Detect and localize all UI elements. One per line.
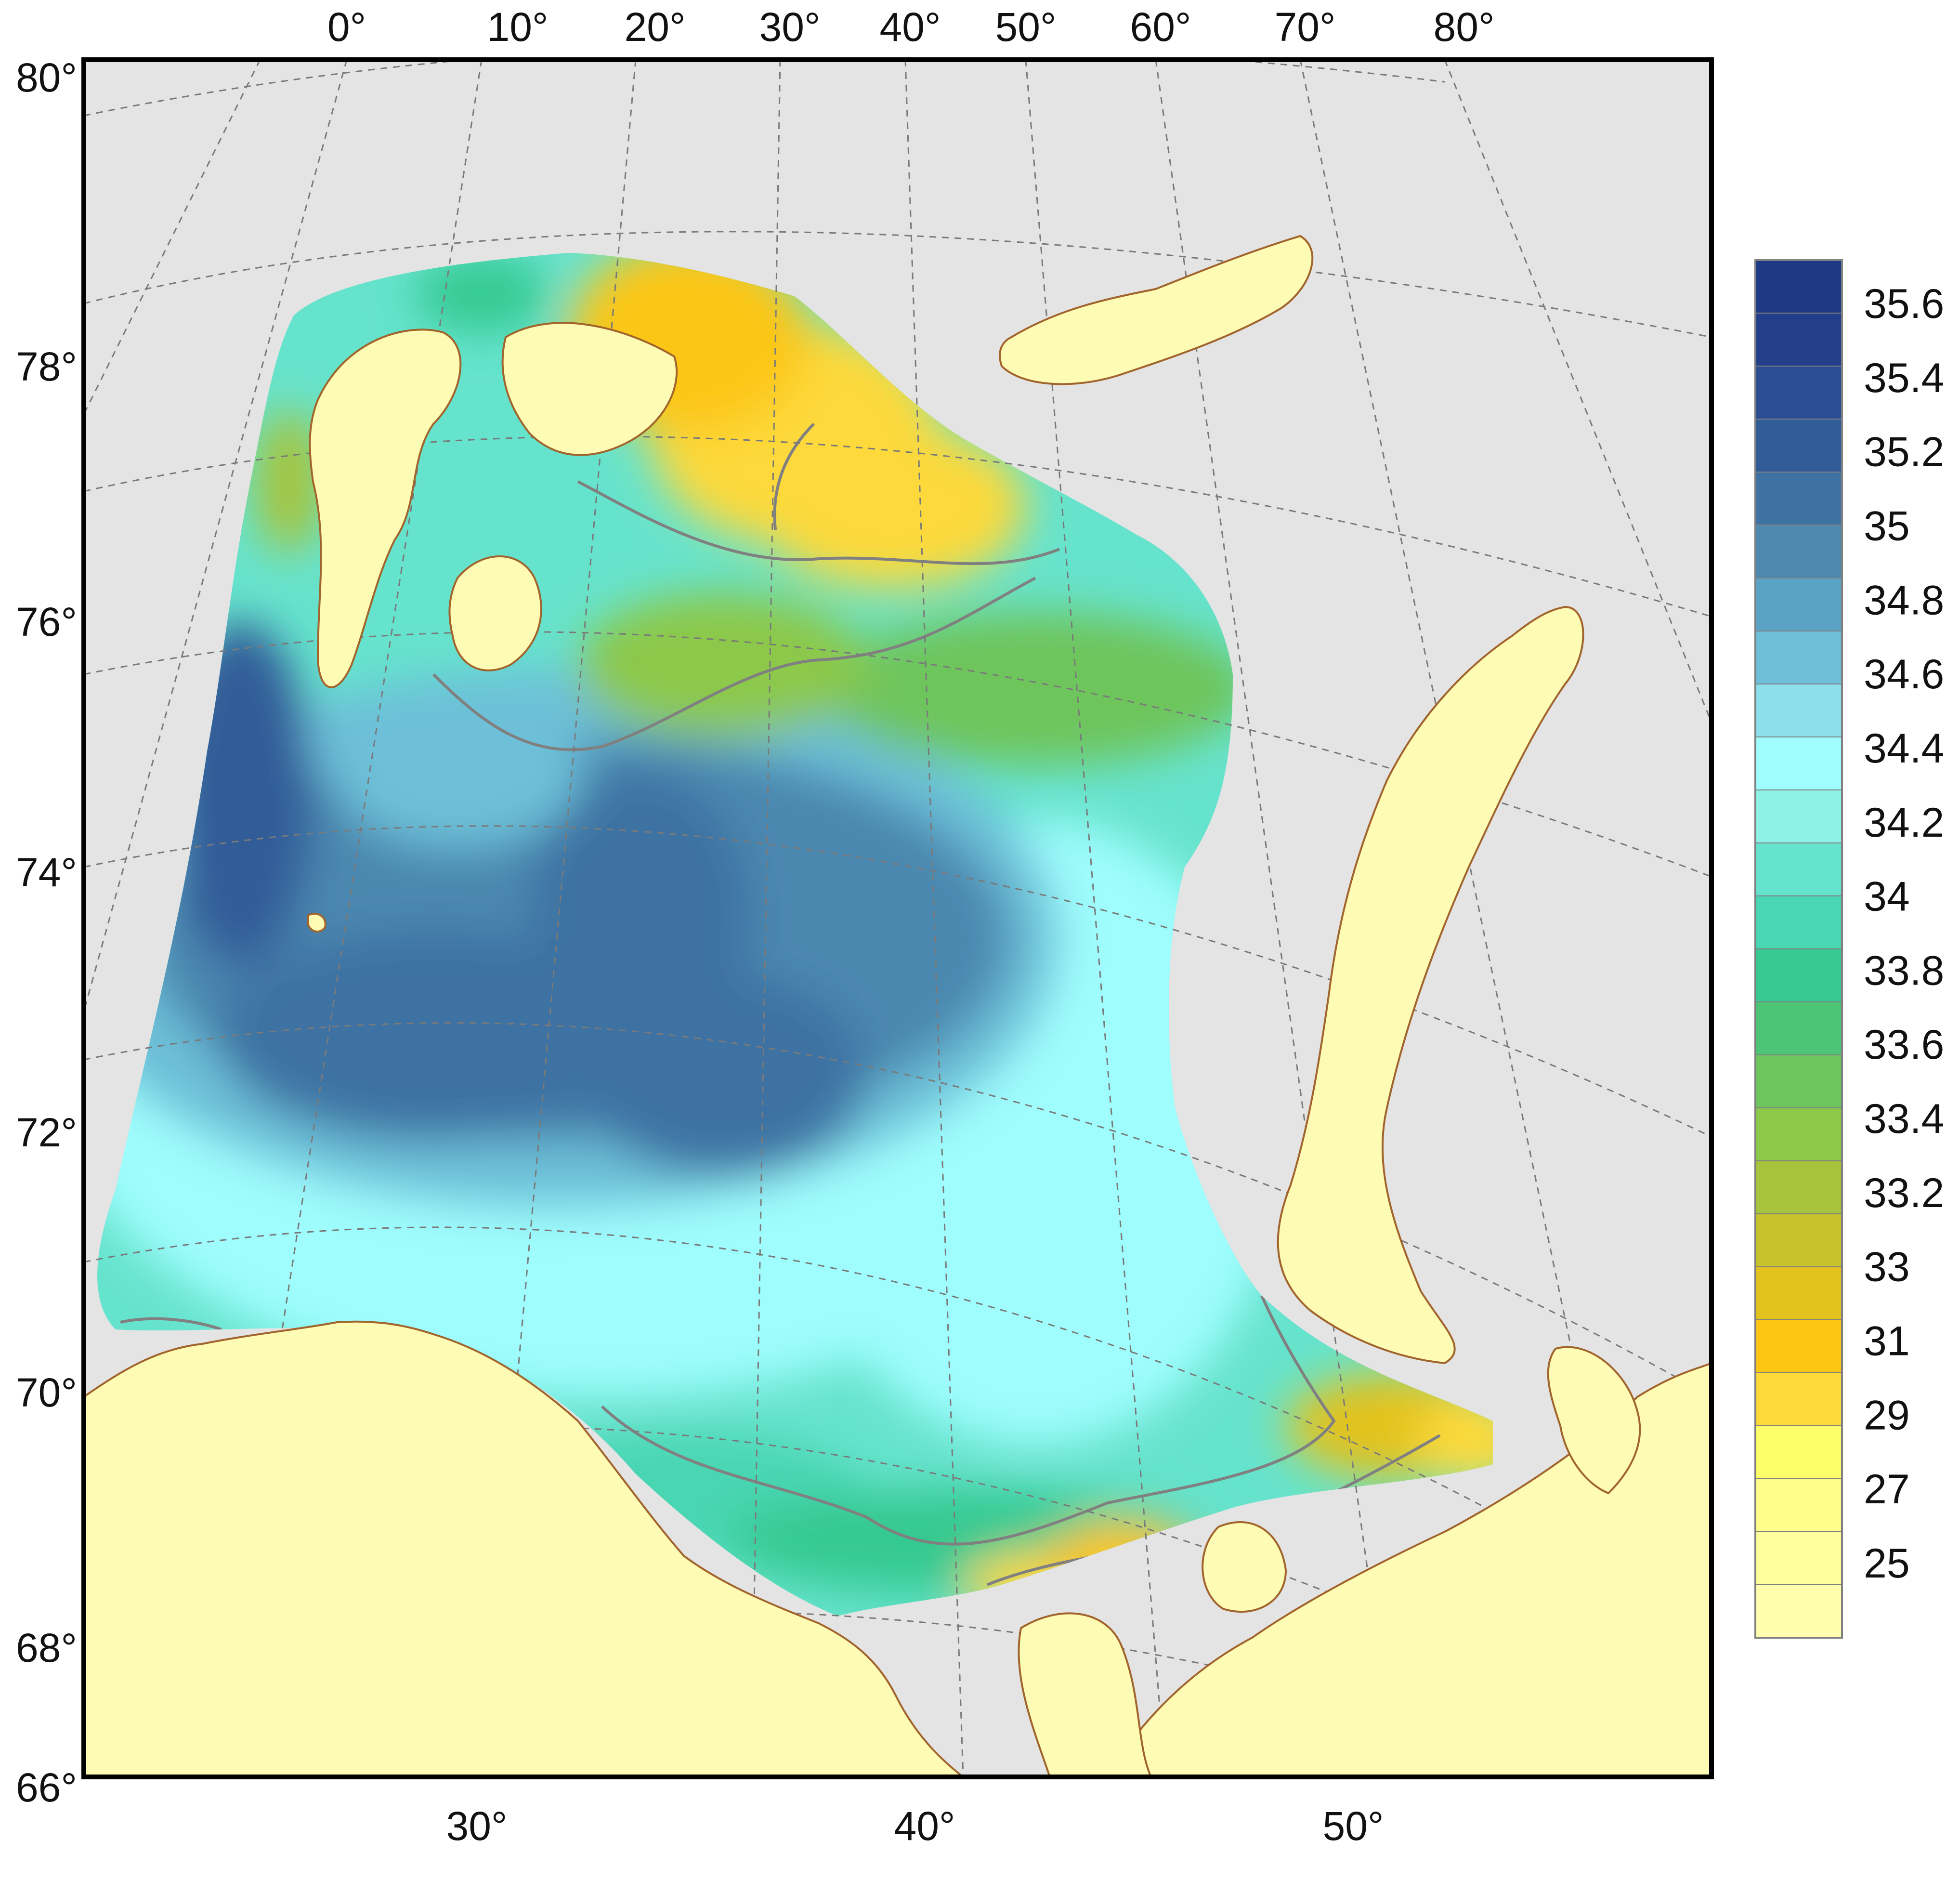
legend-swatch	[1755, 1584, 1842, 1639]
legend-label: 35	[1864, 503, 1910, 550]
svalbard-northeast-land	[501, 322, 678, 456]
legend-swatch	[1755, 1319, 1842, 1374]
legend-swatch	[1755, 789, 1842, 844]
legend-label: 34.6	[1864, 651, 1944, 697]
legend-frame	[1754, 259, 1843, 1639]
land-masses	[84, 235, 1712, 1777]
legend-label: 34	[1864, 874, 1910, 920]
lon-label-bottom-2: 50°	[1322, 1803, 1384, 1849]
legend-label: 25	[1864, 1540, 1910, 1587]
legend-labels: 35.6 35.4 35.2 35 34.8 34.6 34.4 34.2 34 33.8 33.6…	[1864, 281, 1944, 1587]
kolguev-island	[1202, 1521, 1287, 1613]
legend-swatch	[1755, 736, 1842, 791]
legend-swatch	[1755, 1372, 1842, 1427]
vaygach-yamal-coast	[1547, 1346, 1641, 1495]
legend-label: 33.8	[1864, 947, 1944, 994]
legend-label: 33.2	[1864, 1170, 1944, 1216]
legend-label: 33.6	[1864, 1022, 1944, 1068]
lat-label-1: 78°	[16, 344, 77, 389]
lon-label-top-5: 50°	[995, 4, 1056, 50]
legend-swatch	[1755, 472, 1842, 526]
legend-swatch	[1755, 260, 1842, 314]
legend-swatch	[1755, 1531, 1842, 1586]
bottom-longitude-labels: 30° 40° 50°	[446, 1803, 1384, 1849]
legend-label: 31	[1864, 1318, 1910, 1365]
legend-swatch	[1755, 895, 1842, 950]
kola-white-sea-peninsula	[1018, 1612, 1152, 1777]
legend-swatch	[1755, 684, 1842, 738]
legend-swatch	[1755, 1266, 1842, 1321]
legend-swatch	[1755, 419, 1842, 473]
bear-island	[307, 912, 327, 933]
lon-label-bottom-1: 40°	[894, 1803, 955, 1849]
legend-label: 27	[1864, 1466, 1910, 1512]
svalbard-west	[309, 329, 462, 688]
legend-swatch	[1755, 1107, 1842, 1162]
legend-label: 35.4	[1864, 355, 1944, 401]
legend-label: 34.4	[1864, 725, 1944, 772]
legend-label: 33.4	[1864, 1096, 1944, 1142]
legend-swatch	[1755, 631, 1842, 685]
lat-label-4: 72°	[16, 1110, 77, 1155]
legend-color-bar	[1755, 260, 1842, 1639]
lon-label-top-0: 0°	[327, 4, 366, 50]
legend-swatch	[1755, 1160, 1842, 1215]
legend-swatch	[1755, 1213, 1842, 1268]
novaya-zemlya	[1277, 605, 1584, 1365]
lat-label-6: 68°	[16, 1625, 77, 1670]
svalbard-barentsoya	[448, 555, 542, 671]
legend-label: 35.2	[1864, 429, 1944, 475]
legend-swatch	[1755, 1425, 1842, 1480]
latitude-labels: 80° 78° 76° 74° 72° 70° 68° 66°	[16, 55, 77, 1810]
lon-label-top-6: 60°	[1130, 4, 1191, 50]
legend-label: 34.2	[1864, 800, 1944, 846]
mainland-russia-east	[1106, 1362, 1712, 1777]
lat-label-0: 80°	[16, 55, 77, 100]
legend-swatch	[1755, 842, 1842, 897]
legend-label: 33	[1864, 1244, 1910, 1290]
legend-swatch	[1755, 525, 1842, 579]
legend-swatch	[1755, 366, 1842, 420]
lon-label-top-1: 10°	[487, 4, 548, 50]
lon-label-top-7: 70°	[1274, 4, 1335, 50]
legend-label: 35.6	[1864, 281, 1944, 327]
map-frame	[81, 57, 1714, 1779]
lon-label-bottom-0: 30°	[446, 1803, 507, 1849]
lat-label-3: 74°	[16, 850, 77, 895]
lat-label-5: 70°	[16, 1370, 77, 1415]
top-longitude-labels: 0° 10° 20° 30° 40° 50° 60° 70° 80°	[327, 4, 1495, 50]
lon-label-top-2: 20°	[624, 4, 685, 50]
lon-label-top-3: 30°	[759, 4, 820, 50]
lat-label-2: 76°	[16, 599, 77, 644]
franz-josef-land	[999, 235, 1314, 385]
legend-swatch	[1755, 1001, 1842, 1056]
legend: 35.6 35.4 35.2 35 34.8 34.6 34.4 34.2 34 33.8 33.6…	[1754, 259, 1944, 1639]
lon-label-top-4: 40°	[879, 4, 941, 50]
legend-swatch	[1755, 1478, 1842, 1533]
lon-label-top-8: 80°	[1433, 4, 1494, 50]
legend-swatch	[1755, 1054, 1842, 1109]
legend-label: 34.8	[1864, 577, 1944, 623]
legend-swatch	[1755, 578, 1842, 632]
mainland-scandinavia-russia	[84, 1320, 965, 1777]
legend-swatch	[1755, 948, 1842, 1003]
legend-swatch	[1755, 313, 1842, 367]
lat-label-7: 66°	[16, 1765, 77, 1810]
legend-label: 29	[1864, 1392, 1910, 1438]
